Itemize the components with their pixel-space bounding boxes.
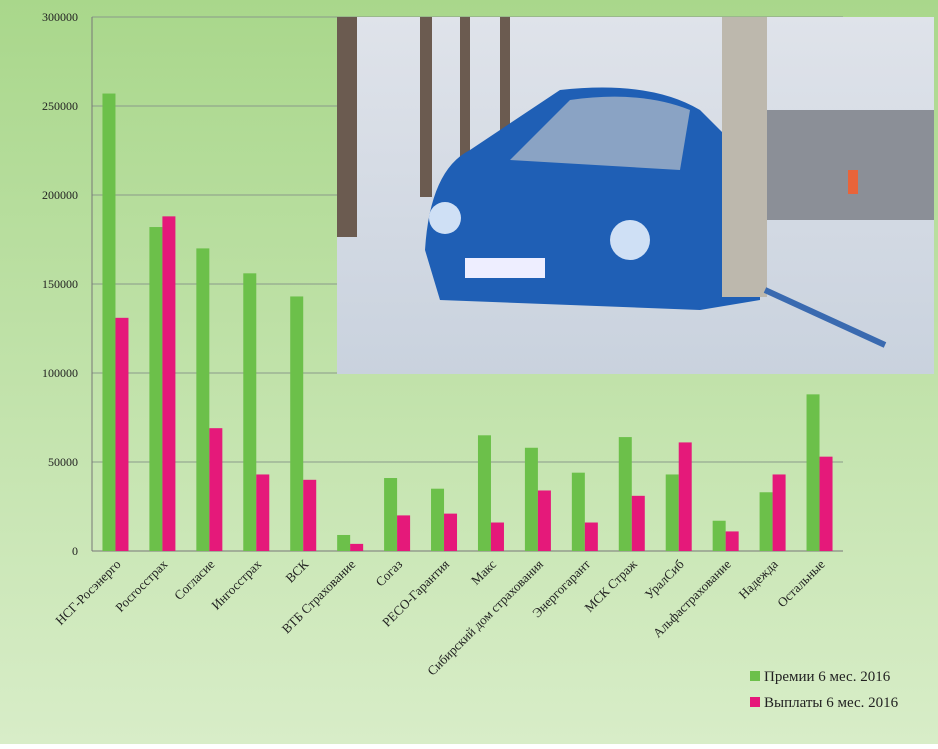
- photo: [337, 17, 934, 374]
- bar: [209, 428, 222, 551]
- y-tick-label: 150000: [42, 277, 78, 291]
- legend-label: Выплаты 6 мес. 2016: [764, 695, 899, 711]
- legend-swatch: [750, 671, 760, 681]
- y-tick-label: 0: [72, 544, 78, 558]
- bar: [303, 480, 316, 551]
- bar: [679, 442, 692, 551]
- chart: 050000100000150000200000250000300000НСГ-…: [0, 0, 938, 744]
- bar: [585, 523, 598, 551]
- y-tick-label: 100000: [42, 366, 78, 380]
- bar: [491, 523, 504, 551]
- y-tick-label: 200000: [42, 188, 78, 202]
- bar: [444, 514, 457, 551]
- bar: [115, 318, 128, 551]
- legend-swatch: [750, 697, 760, 707]
- bar: [820, 457, 833, 551]
- bar: [619, 437, 632, 551]
- bar: [431, 489, 444, 551]
- bar: [773, 474, 786, 551]
- bar: [760, 492, 773, 551]
- bar: [713, 521, 726, 551]
- bar: [290, 296, 303, 551]
- bar: [478, 435, 491, 551]
- bar: [162, 216, 175, 551]
- bar: [243, 273, 256, 551]
- bar: [350, 544, 363, 551]
- bar: [726, 531, 739, 551]
- bar: [384, 478, 397, 551]
- legend-label: Премии 6 мес. 2016: [764, 669, 891, 685]
- y-tick-label: 50000: [48, 455, 78, 469]
- bar: [632, 496, 645, 551]
- bar: [256, 474, 269, 551]
- bar: [572, 473, 585, 551]
- bar: [807, 394, 820, 551]
- bar: [337, 535, 350, 551]
- bar: [538, 490, 551, 551]
- bar: [149, 227, 162, 551]
- y-tick-label: 300000: [42, 10, 78, 24]
- bar: [196, 248, 209, 551]
- bar: [102, 94, 115, 551]
- bar: [397, 515, 410, 551]
- y-tick-label: 250000: [42, 99, 78, 113]
- bar: [666, 474, 679, 551]
- bar: [525, 448, 538, 551]
